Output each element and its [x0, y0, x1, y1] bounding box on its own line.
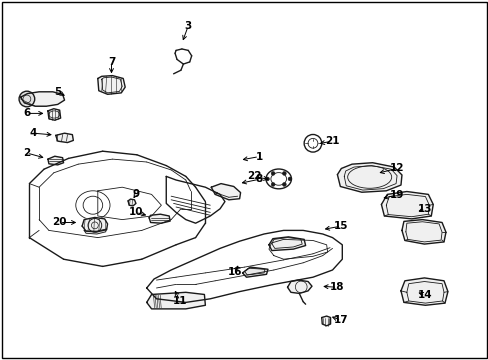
Circle shape: [287, 177, 291, 181]
Text: 16: 16: [227, 267, 242, 277]
Polygon shape: [20, 92, 64, 106]
Text: 10: 10: [128, 207, 143, 217]
Polygon shape: [242, 267, 267, 277]
Text: 5: 5: [54, 87, 61, 97]
Text: 19: 19: [389, 190, 404, 200]
Polygon shape: [146, 292, 205, 309]
Text: 3: 3: [184, 21, 191, 31]
Text: 2: 2: [23, 148, 30, 158]
Polygon shape: [98, 76, 125, 94]
Text: 18: 18: [329, 282, 344, 292]
Polygon shape: [337, 163, 401, 192]
Text: 13: 13: [417, 204, 432, 214]
Polygon shape: [401, 220, 445, 244]
Text: 12: 12: [389, 163, 404, 174]
Text: 21: 21: [325, 136, 339, 146]
Polygon shape: [48, 109, 61, 120]
Polygon shape: [149, 214, 170, 223]
Circle shape: [282, 183, 286, 186]
Text: 6: 6: [23, 108, 30, 118]
Polygon shape: [381, 192, 432, 219]
Text: 8: 8: [255, 174, 262, 184]
Circle shape: [282, 171, 286, 175]
Circle shape: [270, 183, 274, 186]
Polygon shape: [321, 316, 330, 326]
Circle shape: [265, 177, 269, 181]
Text: 9: 9: [132, 189, 139, 199]
Text: 1: 1: [255, 152, 262, 162]
Polygon shape: [128, 199, 136, 206]
Polygon shape: [211, 184, 240, 200]
Polygon shape: [48, 156, 63, 165]
Text: 20: 20: [52, 217, 67, 228]
Polygon shape: [287, 280, 311, 293]
Circle shape: [270, 171, 274, 175]
Text: 15: 15: [333, 221, 348, 231]
Polygon shape: [400, 278, 447, 305]
Text: 17: 17: [333, 315, 348, 325]
Text: 4: 4: [29, 128, 37, 138]
Polygon shape: [84, 229, 106, 234]
Text: 7: 7: [107, 57, 115, 67]
Polygon shape: [82, 217, 107, 232]
Circle shape: [19, 91, 35, 107]
Polygon shape: [56, 133, 73, 143]
Polygon shape: [268, 237, 305, 251]
Text: 14: 14: [417, 290, 432, 300]
Text: 11: 11: [172, 296, 187, 306]
Text: 22: 22: [246, 171, 261, 181]
